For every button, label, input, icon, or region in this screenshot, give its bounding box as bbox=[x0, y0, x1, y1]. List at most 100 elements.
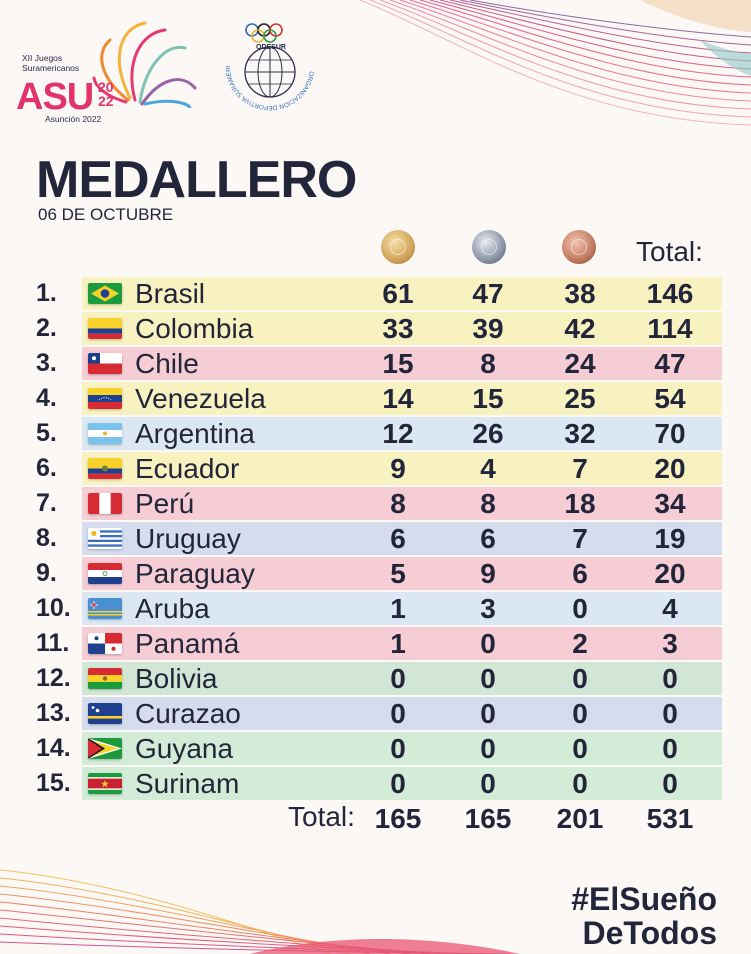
row-background bbox=[82, 452, 722, 485]
table-row: 13. Curazao 0 0 0 0 bbox=[36, 696, 722, 731]
rank-number: 4. bbox=[36, 384, 57, 412]
total-count: 0 bbox=[662, 768, 678, 799]
rank-number: 14. bbox=[36, 734, 71, 762]
argentina-flag-icon bbox=[88, 423, 122, 444]
page-title: MEDALLERO bbox=[36, 151, 357, 209]
odesur-globe-icon: ORGANIZACIÓN DEPORTIVA SURAMERICANA bbox=[222, 15, 315, 111]
rank-number: 13. bbox=[36, 699, 71, 727]
bronze-count: 2 bbox=[572, 628, 588, 659]
hashtag: #ElSueño DeTodos bbox=[571, 882, 717, 950]
table-row: 14. Guyana 0 0 0 0 bbox=[36, 731, 722, 766]
total-count: 34 bbox=[654, 488, 686, 519]
silver-count: 8 bbox=[480, 348, 496, 379]
gold-count: 61 bbox=[382, 278, 414, 309]
table-row: 1. Brasil 61 47 38 146 bbox=[36, 276, 722, 311]
gold-count: 6 bbox=[390, 523, 406, 554]
gold-count: 33 bbox=[382, 313, 414, 344]
bronze-count: 0 bbox=[572, 733, 588, 764]
gold-count: 12 bbox=[382, 418, 414, 449]
aruba-flag-icon bbox=[88, 598, 122, 619]
rank-number: 6. bbox=[36, 454, 57, 482]
table-row: 12. Bolivia 0 0 0 0 bbox=[36, 661, 722, 696]
total-count: 146 bbox=[646, 278, 694, 309]
row-background bbox=[82, 732, 722, 765]
silver-count: 3 bbox=[480, 593, 496, 624]
total-silver: 165 bbox=[464, 803, 512, 834]
logo-city: Asunción 2022 bbox=[45, 114, 102, 124]
table-row: 8. Uruguay 6 6 7 19 bbox=[36, 521, 722, 556]
total-gold: 165 bbox=[374, 803, 422, 834]
table-row: 3. Chile 15 8 24 47 bbox=[36, 346, 722, 381]
rank-number: 7. bbox=[36, 489, 57, 517]
rank-number: 11. bbox=[36, 629, 70, 657]
table-row: 4. Venezuela 14 15 25 54 bbox=[36, 381, 722, 416]
hashtag-line-2: DeTodos bbox=[582, 915, 717, 951]
paraguay-flag-icon bbox=[88, 563, 122, 584]
rank-number: 1. bbox=[36, 279, 57, 307]
silver-count: 26 bbox=[472, 418, 504, 449]
table-row: 15. Surinam 0 0 0 0 bbox=[36, 766, 722, 801]
brazil-flag-icon bbox=[88, 283, 122, 304]
bronze-count: 24 bbox=[564, 348, 596, 379]
gold-count: 0 bbox=[390, 768, 406, 799]
colombia-flag-icon bbox=[88, 318, 122, 339]
bronze-count: 42 bbox=[564, 313, 596, 344]
silver-count: 15 bbox=[472, 383, 504, 414]
logo-event-name: XII Juegos Suramericanos bbox=[22, 53, 79, 73]
guyana-flag-icon bbox=[88, 738, 122, 759]
gold-count: 0 bbox=[390, 663, 406, 694]
gold-medal-icon bbox=[381, 230, 415, 264]
asu-flower-icon bbox=[92, 21, 197, 108]
total-bronze: 201 bbox=[556, 803, 604, 834]
rank-number: 9. bbox=[36, 559, 57, 587]
row-background bbox=[82, 417, 722, 450]
table-row: 6. Ecuador 9 4 7 20 bbox=[36, 451, 722, 486]
peru-flag-icon bbox=[88, 493, 122, 514]
country-name: Venezuela bbox=[135, 383, 266, 414]
country-name: Aruba bbox=[135, 593, 210, 624]
bronze-count: 0 bbox=[572, 663, 588, 694]
country-name: Paraguay bbox=[135, 558, 255, 589]
hashtag-line-1: #ElSueño bbox=[571, 881, 717, 917]
bronze-count: 18 bbox=[564, 488, 596, 519]
rank-number: 12. bbox=[36, 664, 71, 692]
bronze-medal-icon bbox=[562, 230, 596, 264]
silver-count: 0 bbox=[480, 663, 496, 694]
country-name: Argentina bbox=[135, 418, 255, 449]
total-count: 4 bbox=[662, 593, 678, 624]
total-count: 19 bbox=[654, 523, 686, 554]
country-name: Brasil bbox=[135, 278, 206, 309]
total-count: 47 bbox=[654, 348, 686, 379]
country-name: Perú bbox=[135, 488, 195, 519]
silver-count: 4 bbox=[480, 453, 496, 484]
bronze-count: 7 bbox=[572, 523, 588, 554]
total-all: 531 bbox=[646, 803, 694, 834]
silver-count: 0 bbox=[480, 628, 496, 659]
row-background bbox=[82, 312, 722, 345]
panama-flag-icon bbox=[88, 633, 122, 654]
venezuela-flag-icon bbox=[88, 388, 122, 409]
silver-count: 0 bbox=[480, 698, 496, 729]
country-name: Colombia bbox=[135, 313, 254, 344]
table-row: 5. Argentina 12 26 32 70 bbox=[36, 416, 722, 451]
rank-number: 15. bbox=[36, 769, 71, 797]
gold-count: 1 bbox=[390, 628, 406, 659]
total-count: 54 bbox=[654, 383, 686, 414]
gold-count: 0 bbox=[390, 698, 406, 729]
row-background bbox=[82, 627, 722, 660]
bronze-count: 0 bbox=[572, 768, 588, 799]
gold-count: 15 bbox=[382, 348, 414, 379]
table-row: 10. Aruba 1 3 0 4 bbox=[36, 591, 722, 626]
bronze-count: 6 bbox=[572, 558, 588, 589]
country-name: Panamá bbox=[135, 628, 240, 659]
rank-number: 3. bbox=[36, 349, 57, 377]
bronze-count: 0 bbox=[572, 593, 588, 624]
curacao-flag-icon bbox=[88, 703, 122, 724]
total-count: 0 bbox=[662, 698, 678, 729]
table-row: 2. Colombia 33 39 42 114 bbox=[36, 311, 722, 346]
total-count: 0 bbox=[662, 663, 678, 694]
country-name: Curazao bbox=[135, 698, 241, 729]
row-background bbox=[82, 522, 722, 555]
total-column-header: Total: bbox=[636, 236, 703, 267]
gold-count: 8 bbox=[390, 488, 406, 519]
